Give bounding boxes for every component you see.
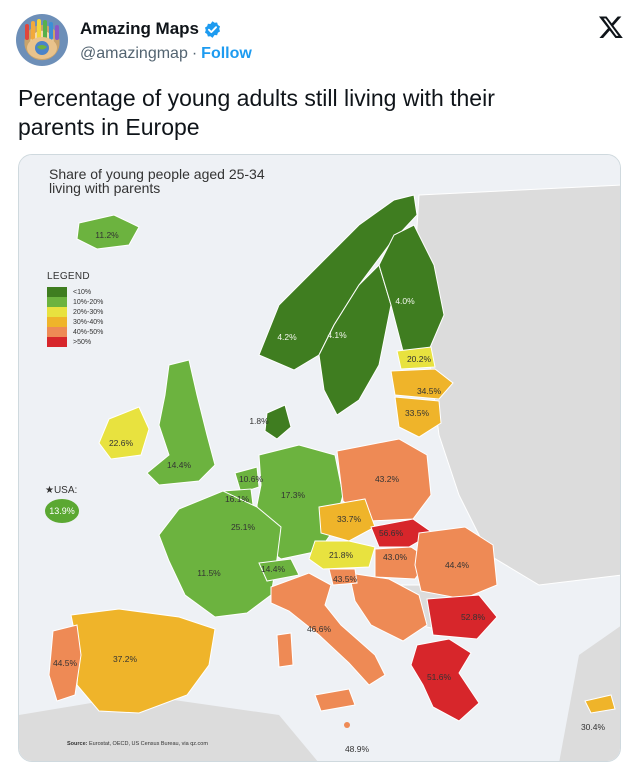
legend-row: >50% (47, 337, 147, 347)
name-row: Amazing Maps (80, 18, 222, 40)
x-logo-icon[interactable] (598, 14, 624, 40)
legend-label: 40%-50% (73, 328, 104, 336)
label-denmark: 1.8% (249, 416, 269, 426)
region-uk (146, 359, 216, 486)
legend-swatch (47, 307, 67, 317)
europe-map (19, 155, 620, 761)
label-malta: 48.9% (344, 744, 370, 754)
region-france (158, 490, 282, 618)
usa-label: ★USA: (45, 485, 78, 496)
region-sicily (314, 688, 356, 712)
legend-row: 20%-30% (47, 307, 147, 317)
label-switzerland: 14.4% (260, 564, 286, 574)
label-lithuania: 33.5% (404, 408, 430, 418)
region-greece (410, 638, 480, 722)
region-bulgaria (426, 594, 498, 640)
region-switzerland (258, 558, 300, 582)
label-sweden: 4.1% (327, 330, 347, 340)
legend-label: <10% (73, 288, 92, 296)
legend-label: 20%-30% (73, 308, 104, 316)
region-portugal (48, 624, 82, 702)
region-netherlands (234, 466, 260, 494)
map-source: Source: Eurostat, OECD, US Census Bureau… (67, 741, 208, 747)
label-latvia: 34.5% (416, 386, 442, 396)
label-greece: 51.6% (426, 672, 452, 682)
follow-button[interactable]: Follow (201, 45, 252, 62)
label-iceland: 11.2% (95, 230, 119, 240)
region-latvia (390, 368, 454, 400)
legend-title: LEGEND (47, 271, 90, 282)
region-austria (308, 540, 376, 570)
label-slovakia: 56.6% (378, 528, 404, 538)
display-name[interactable]: Amazing Maps (80, 19, 200, 38)
verified-badge-icon (205, 20, 221, 38)
region-cyprus (584, 694, 616, 714)
tweet-text: Percentage of young adults still living … (18, 84, 618, 142)
map-title-line: Share of young people aged 25-34 (49, 166, 265, 182)
label-netherlands: 10.6% (238, 474, 264, 484)
label-italy: 46.6% (306, 624, 332, 634)
legend-row: 30%-40% (47, 317, 147, 327)
label-austria: 21.8% (328, 550, 354, 560)
label-romania: 44.4% (444, 560, 470, 570)
handle-row: @amazingmap · Follow (80, 43, 252, 65)
label-hungary: 43.0% (382, 552, 408, 562)
label-portugal: 44.5% (52, 658, 78, 668)
legend-swatch (47, 317, 67, 327)
map-title-line: living with parents (49, 180, 161, 196)
label-cyprus: 30.4% (580, 722, 606, 732)
region-denmark (264, 404, 292, 440)
separator-dot: · (191, 45, 198, 62)
region-estonia (396, 346, 436, 370)
legend-swatch (47, 327, 67, 337)
region-slovenia (328, 568, 358, 586)
label-spain: 37.2% (112, 654, 138, 664)
map-title: Share of young people aged 25-34 living … (49, 167, 265, 195)
map-legend: LEGEND <10% 10%-20% 20%-30% 30%-40% 40%-… (47, 271, 147, 347)
source-label: Source: (67, 741, 88, 747)
tweet-text-line: Percentage of young adults still living … (18, 85, 495, 111)
tweet-media-map[interactable]: Share of young people aged 25-34 living … (18, 154, 621, 762)
label-norway: 4.2% (277, 332, 297, 342)
region-malta (344, 722, 350, 728)
region-finland (378, 224, 445, 356)
label-france: 11.5% (197, 568, 221, 578)
region-sweden (318, 264, 392, 416)
label-finland: 4.0% (395, 296, 415, 306)
legend-swatch (47, 337, 67, 347)
usa-value-badge: 13.9% (45, 499, 79, 523)
label-ireland: 22.6% (108, 438, 134, 448)
tweet-header: Amazing Maps @amazingmap · Follow (16, 12, 624, 68)
avatar-hands-icon (25, 19, 59, 59)
label-estonia: 20.2% (406, 354, 432, 364)
legend-label: >50% (73, 338, 92, 346)
label-luxembourg: 25.1% (230, 522, 256, 532)
region-czechia (318, 498, 376, 542)
label-uk: 14.4% (166, 460, 192, 470)
region-balkans (348, 572, 428, 642)
source-text: Eurostat, OECD, US Census Bureau, via qz… (89, 741, 208, 747)
region-romania (414, 526, 498, 600)
region-sardinia (276, 632, 294, 668)
label-czechia: 33.7% (336, 514, 362, 524)
label-belgium: 16.1% (224, 494, 250, 504)
region-ireland (98, 406, 150, 460)
label-bulgaria: 52.8% (460, 612, 486, 622)
avatar[interactable] (16, 14, 68, 66)
legend-swatch (47, 287, 67, 297)
handle[interactable]: @amazingmap (80, 45, 188, 62)
tweet-text-line: parents in Europe (18, 114, 200, 140)
label-germany: 17.3% (280, 490, 306, 500)
legend-swatch (47, 297, 67, 307)
legend-row: <10% (47, 287, 147, 297)
region-lithuania (394, 396, 442, 438)
label-poland: 43.2% (374, 474, 400, 484)
legend-row: 10%-20% (47, 297, 147, 307)
region-iceland (76, 214, 140, 250)
region-italy (270, 572, 386, 686)
legend-row: 40%-50% (47, 327, 147, 337)
label-slovenia: 43.5% (332, 574, 358, 584)
legend-label: 10%-20% (73, 298, 104, 306)
legend-label: 30%-40% (73, 318, 104, 326)
